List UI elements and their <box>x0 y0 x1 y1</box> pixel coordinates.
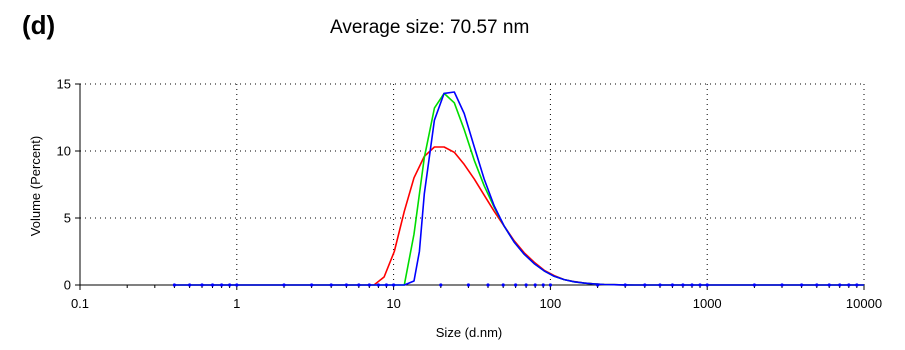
baseline-marker <box>658 283 662 287</box>
baseline-marker <box>392 283 396 287</box>
x-tick-label: 10 <box>386 296 400 311</box>
baseline-marker <box>705 283 709 287</box>
y-tick-label: 10 <box>57 144 71 159</box>
baseline-marker <box>344 283 348 287</box>
baseline-marker <box>855 283 859 287</box>
x-tick-label: 100 <box>540 296 562 311</box>
baseline-marker <box>838 283 842 287</box>
baseline-marker <box>228 283 232 287</box>
y-tick-label: 15 <box>57 77 71 92</box>
x-tick-label: 1000 <box>693 296 722 311</box>
baseline-marker <box>533 283 537 287</box>
baseline-marker <box>439 283 443 287</box>
x-tick-label: 1 <box>233 296 240 311</box>
x-tick-label: 10000 <box>846 296 882 311</box>
baseline-marker <box>815 283 819 287</box>
baseline-marker <box>282 283 286 287</box>
baseline-marker <box>220 283 224 287</box>
data-series <box>172 91 864 287</box>
baseline-marker <box>210 283 215 287</box>
baseline-marker <box>596 283 600 287</box>
chart-title: Average size: 70.57 nm <box>330 17 530 38</box>
baseline-marker <box>329 283 333 287</box>
baseline-marker <box>643 283 647 287</box>
panel-label: (d) <box>22 10 56 40</box>
baseline-marker <box>172 283 177 287</box>
baseline-marker <box>514 283 518 287</box>
baseline-marker <box>200 283 204 287</box>
baseline-marker <box>698 283 702 287</box>
axes <box>75 83 865 290</box>
series-line-3 <box>174 91 864 286</box>
baseline-marker <box>376 283 381 287</box>
baseline-marker <box>670 283 675 287</box>
baseline-marker <box>847 283 851 287</box>
baseline-marker <box>310 283 314 287</box>
baseline-marker <box>827 283 831 287</box>
baseline-marker <box>466 283 471 287</box>
series-line-2 <box>174 92 864 286</box>
baseline-marker <box>235 283 239 287</box>
baseline-marker <box>752 283 757 287</box>
baseline-marker <box>548 283 553 287</box>
baseline-marker <box>524 283 528 287</box>
x-axis-label: Size (d.nm) <box>436 325 502 340</box>
y-tick-label: 5 <box>64 211 71 226</box>
baseline-marker <box>187 283 192 287</box>
baseline-marker <box>623 283 627 287</box>
series-line-1 <box>174 146 864 286</box>
baseline-marker <box>690 283 694 287</box>
baseline-marker <box>541 283 545 287</box>
grid-lines <box>80 83 865 285</box>
baseline-marker <box>501 283 505 287</box>
baseline-marker <box>357 283 361 287</box>
baseline-marker <box>800 283 804 287</box>
x-tick-label: 0.1 <box>71 296 89 311</box>
baseline-marker <box>780 283 784 287</box>
y-tick-label: 0 <box>64 278 71 293</box>
baseline-marker <box>384 283 389 287</box>
baseline-marker <box>367 283 371 287</box>
y-axis-label: Volume (Percent) <box>28 136 43 236</box>
tick-labels: 0 5 10 15 0.1 1 10 100 1000 10000 <box>57 77 883 312</box>
baseline-marker <box>681 283 685 287</box>
baseline-marker <box>486 283 490 287</box>
